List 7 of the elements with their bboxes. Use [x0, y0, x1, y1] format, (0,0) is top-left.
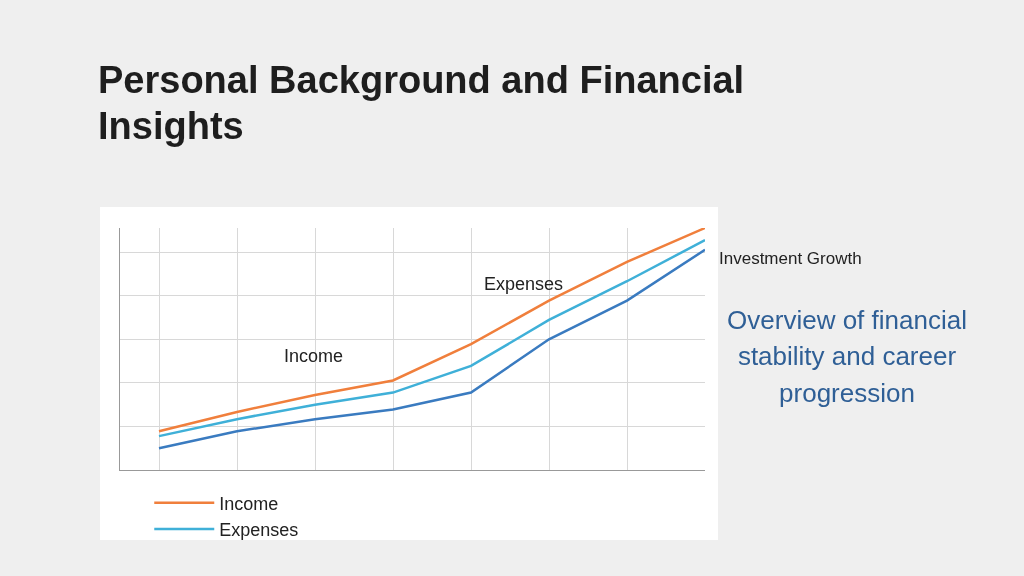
annotation: Expenses — [484, 274, 564, 294]
text: Investment Growth — [719, 249, 862, 268]
annotation: Income — [284, 346, 344, 366]
text: Overview of financial stability and career progression — [726, 304, 968, 410]
legend-label: Expenses — [219, 520, 299, 541]
chart-title: Personal Background and Financial Insights — [98, 58, 746, 149]
legend-label: Income — [219, 493, 279, 514]
